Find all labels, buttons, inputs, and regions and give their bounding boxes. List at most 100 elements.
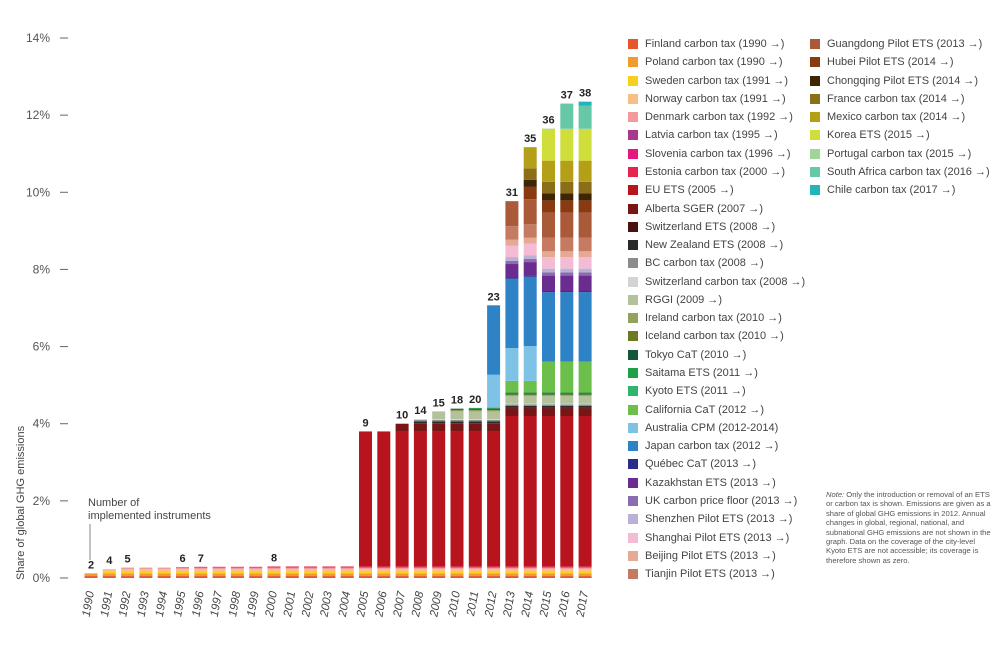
legend-swatch bbox=[628, 514, 638, 525]
bar-segment bbox=[395, 566, 409, 568]
bar-segment bbox=[139, 567, 153, 570]
legend-label: France carbon tax (2014 →) bbox=[827, 92, 965, 105]
bar-segment bbox=[450, 573, 464, 577]
x-tick-label: 2017 bbox=[575, 590, 592, 619]
x-tick-label: 1995 bbox=[172, 590, 188, 618]
bar-segment bbox=[395, 569, 409, 572]
x-tick-label: 2008 bbox=[410, 590, 427, 619]
bar-segment bbox=[542, 403, 555, 405]
bar-segment bbox=[304, 566, 318, 568]
legend-label: Switzerland carbon tax (2008 →) bbox=[645, 275, 806, 288]
legend-swatch bbox=[628, 349, 638, 360]
bar-segment bbox=[560, 129, 574, 161]
bar-segment bbox=[395, 567, 409, 570]
bar-segment bbox=[578, 573, 592, 577]
bar-segment bbox=[413, 431, 427, 567]
bar-segment bbox=[322, 569, 336, 572]
bar-segment bbox=[523, 569, 537, 572]
bar-segment bbox=[542, 361, 555, 393]
bar-segment bbox=[212, 571, 226, 574]
bar-segment bbox=[578, 361, 592, 393]
bar-segment bbox=[487, 411, 501, 420]
legend: Finland carbon tax (1990 →) Poland carbon… bbox=[628, 38, 1000, 598]
bar-segment bbox=[468, 576, 482, 578]
instrument-count-label: 7 bbox=[198, 553, 204, 565]
bar-stack-1999 bbox=[249, 566, 263, 578]
x-axis: 1990 1991 1992 1993 1994 1995 1996 1997 1998 1999… bbox=[81, 590, 591, 619]
bar-segment bbox=[560, 393, 574, 395]
bar-segment bbox=[578, 212, 592, 238]
bar-segment bbox=[304, 567, 318, 570]
bar-segment bbox=[542, 404, 555, 406]
bar-segment bbox=[505, 569, 519, 572]
bar-segment bbox=[249, 566, 263, 568]
bar-segment bbox=[377, 431, 391, 567]
bar-segment bbox=[121, 573, 135, 577]
bar-segment bbox=[468, 569, 482, 572]
bar-segment bbox=[542, 251, 555, 258]
bar-segment bbox=[194, 567, 208, 568]
instrument-count-label: 6 bbox=[179, 553, 185, 565]
bar-segment bbox=[340, 566, 354, 567]
bar-segment bbox=[413, 421, 427, 424]
bar-segment bbox=[578, 193, 592, 201]
bar-segment bbox=[340, 576, 354, 578]
legend-label: Alberta SGER (2007 →) bbox=[645, 202, 763, 215]
bar-stack-2011 bbox=[468, 407, 482, 578]
bar-segment bbox=[304, 567, 318, 568]
instrument-count-label: 18 bbox=[451, 395, 463, 407]
legend-swatch bbox=[628, 441, 638, 452]
bar-segment bbox=[523, 224, 537, 238]
bar-stack-2000 bbox=[267, 566, 281, 578]
legend-label: UK carbon price floor (2013 →) bbox=[645, 495, 798, 507]
legend-swatch bbox=[628, 294, 638, 305]
bar-segment bbox=[322, 567, 336, 568]
bar-segment bbox=[578, 404, 592, 406]
bar-segment bbox=[194, 567, 208, 570]
bar-segment bbox=[578, 394, 592, 396]
x-tick-label: 2004 bbox=[337, 590, 353, 618]
legend-swatch bbox=[628, 496, 638, 506]
bar-segment bbox=[432, 421, 446, 424]
bar-segment bbox=[176, 571, 189, 574]
bar-segment bbox=[487, 571, 501, 574]
bar-segment bbox=[505, 571, 519, 574]
bar-segment bbox=[267, 566, 281, 567]
bar-segment bbox=[542, 571, 555, 574]
bar-segment bbox=[578, 200, 592, 213]
bar-segment bbox=[267, 569, 281, 572]
bar-segment bbox=[542, 275, 555, 292]
bar-segment bbox=[578, 275, 592, 292]
bar-segment bbox=[468, 566, 482, 568]
bar-segment bbox=[505, 260, 519, 265]
bar-segment bbox=[505, 567, 519, 570]
x-tick-label: 1998 bbox=[227, 590, 243, 618]
legend-label: Switzerland ETS (2008 →) bbox=[645, 220, 776, 233]
bar-segment bbox=[450, 567, 464, 568]
instrument-count-label: 15 bbox=[433, 397, 445, 409]
bar-stack-2014 bbox=[523, 147, 537, 578]
legend-label: Chile carbon tax (2017 →) bbox=[827, 184, 956, 197]
bar-segment bbox=[413, 576, 427, 578]
bar-segment bbox=[285, 566, 299, 568]
legend-label: Saitama ETS (2011 →) bbox=[645, 367, 758, 380]
bar-segment bbox=[450, 419, 464, 420]
bar-segment bbox=[139, 576, 153, 578]
legend-swatch bbox=[628, 422, 638, 433]
bar-segment bbox=[468, 407, 482, 409]
bar-segment bbox=[523, 179, 537, 187]
bar-segment bbox=[523, 255, 537, 260]
bar-segment bbox=[578, 128, 592, 130]
x-tick-label: 1990 bbox=[81, 590, 97, 618]
bar-segment bbox=[432, 567, 446, 570]
bar-stack-2015 bbox=[542, 128, 555, 578]
bar-segment bbox=[560, 395, 574, 404]
bar-segment bbox=[395, 576, 409, 578]
legend-label: Denmark carbon tax (1992 →) bbox=[645, 111, 793, 124]
bar-segment bbox=[542, 567, 555, 568]
instrument-count-label: 37 bbox=[561, 90, 573, 102]
bar-segment bbox=[340, 569, 354, 572]
legend-label: Shanghai Pilot ETS (2013 →) bbox=[645, 531, 790, 544]
legend-swatch bbox=[628, 569, 638, 580]
legend-swatch bbox=[628, 459, 638, 470]
